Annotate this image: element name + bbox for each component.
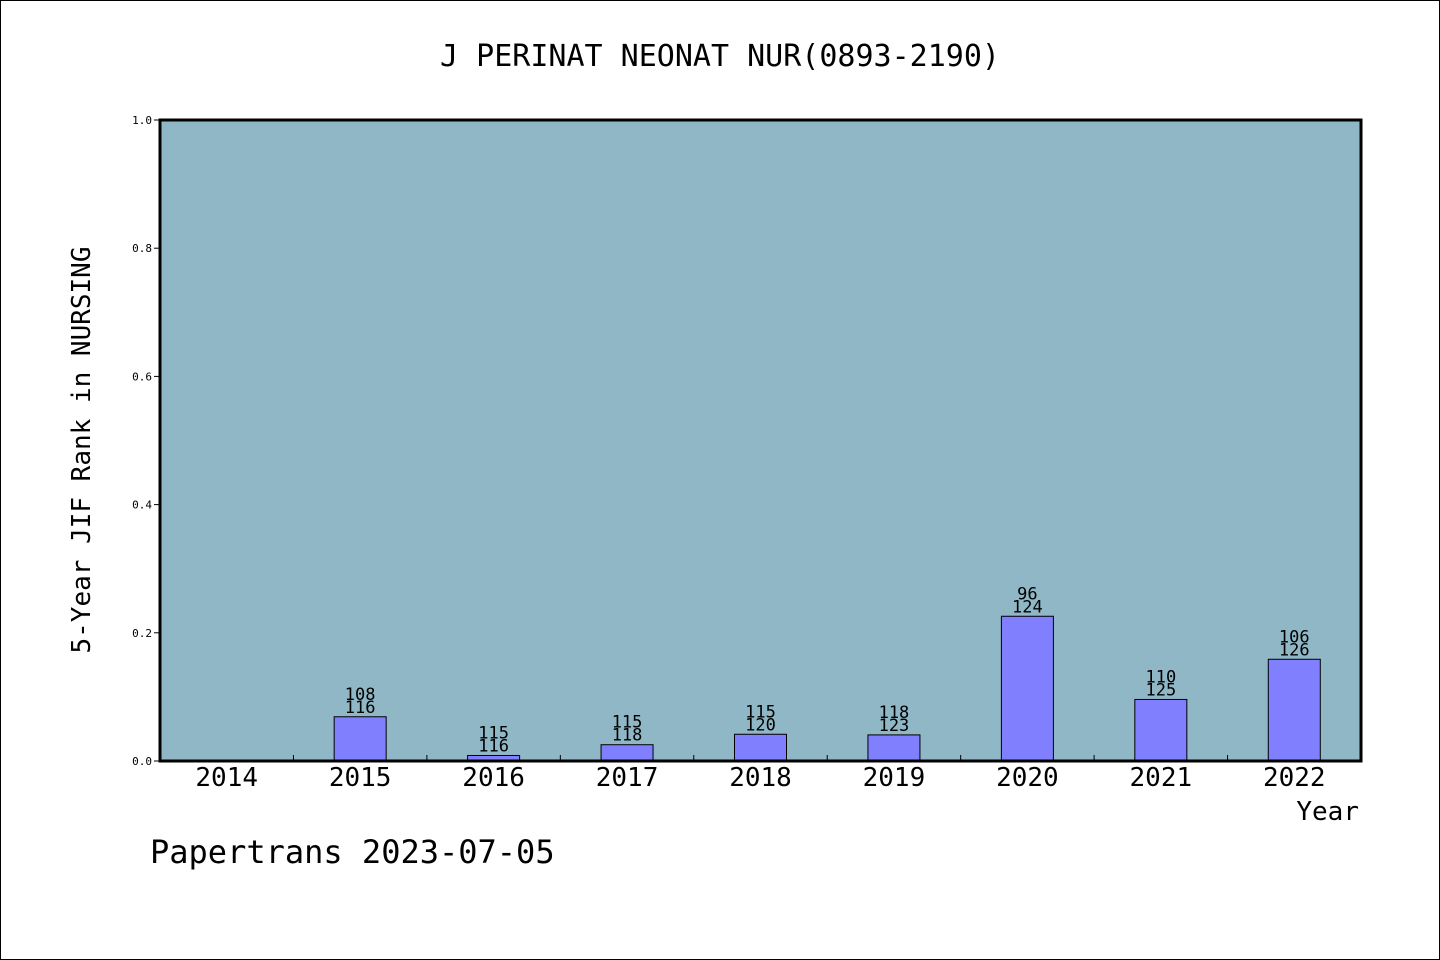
- x-tick-label: 2022: [1263, 763, 1326, 793]
- bar-label-total: 116: [345, 698, 376, 718]
- y-tick-label: 0.2: [132, 627, 152, 640]
- bar-label-rank: 108: [345, 685, 376, 705]
- plot-border: [158, 118, 1363, 763]
- bar-label-rank: 115: [745, 702, 776, 722]
- y-axis-label: 5-Year JIF Rank in NURSING: [67, 247, 97, 654]
- bar: [867, 734, 921, 762]
- chart-title: J PERINAT NEONAT NUR(0893-2190): [440, 39, 1000, 74]
- x-tick-label: 2017: [596, 763, 659, 793]
- x-tick-label: 2018: [729, 763, 792, 793]
- bar: [734, 733, 787, 762]
- bar-label-rank: 115: [478, 723, 509, 743]
- bar-label-total: 118: [612, 726, 643, 746]
- y-tick-label: 1.0: [132, 114, 152, 127]
- bar: [1267, 658, 1321, 762]
- bar-label-total: 123: [879, 716, 910, 736]
- bar-label-rank: 106: [1279, 627, 1310, 647]
- bar-label-total: 116: [478, 736, 509, 756]
- x-tick-label: 2021: [1130, 763, 1193, 793]
- x-tick-label: 2020: [996, 763, 1059, 793]
- bar-label-rank: 118: [879, 703, 910, 723]
- bar-labels: 1081161151161151181151201181239612411012…: [345, 584, 1310, 756]
- bar-label-total: 124: [1012, 597, 1043, 617]
- bars: [333, 615, 1321, 762]
- footer-text: Papertrans 2023-07-05: [150, 833, 555, 871]
- y-tick-label: 0.4: [132, 499, 152, 512]
- bar-label-total: 126: [1279, 640, 1310, 660]
- x-tick-label: 2015: [329, 763, 392, 793]
- bar: [333, 716, 387, 762]
- bar-label-rank: 96: [1017, 584, 1037, 604]
- bar: [600, 744, 654, 762]
- bar-label-total: 125: [1145, 680, 1176, 700]
- bar-label-rank: 115: [612, 713, 643, 733]
- y-tick-label: 0.8: [132, 242, 152, 255]
- x-tick-label: 2016: [462, 763, 525, 793]
- x-tick-label: 2014: [195, 763, 258, 793]
- bar-label-total: 120: [745, 715, 776, 735]
- plot-area: [160, 120, 1361, 761]
- x-axis-label: Year: [1296, 797, 1359, 827]
- y-tick-label: 0.6: [132, 370, 152, 383]
- x-axis: 2014 2015 2016 2017 2018 2019 2020 2021 2022: [195, 755, 1326, 793]
- bar: [1134, 698, 1188, 762]
- y-tick-label: 0.0: [132, 755, 152, 768]
- bar-label-rank: 110: [1145, 667, 1176, 687]
- x-tick-label: 2019: [863, 763, 926, 793]
- y-axis: 0.0 0.2 0.4 0.6 0.8 1.0: [132, 114, 160, 768]
- bar: [1000, 615, 1054, 762]
